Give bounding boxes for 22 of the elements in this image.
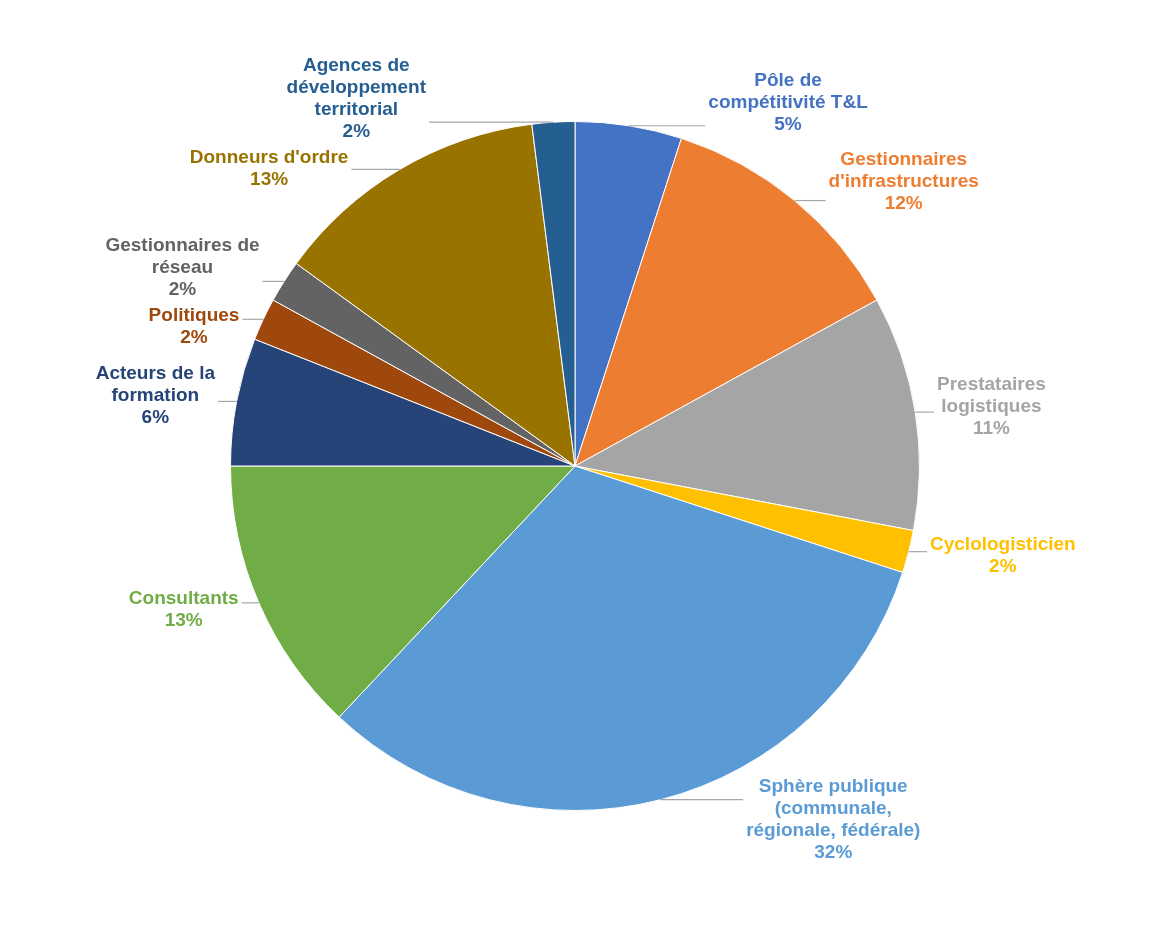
slice-label: Sphère publique (communale, régionale, fédérale) <box>746 774 921 840</box>
slice-label: Donneurs d'ordre <box>189 145 349 167</box>
data-label: 2% <box>342 119 371 141</box>
data-label: 11% <box>972 417 1010 439</box>
slice-label: Consultants <box>128 587 239 609</box>
data-label: 13% <box>164 609 203 631</box>
slice-label: Agences de développement territorial <box>286 53 427 119</box>
data-label: 2% <box>168 278 197 300</box>
data-label: 32% <box>814 840 853 862</box>
slice-label: Pôle de compétitivité T&L <box>708 68 869 112</box>
data-label: 13% <box>250 167 289 189</box>
slice-label: Cyclologisticien <box>929 532 1076 554</box>
data-label: 6% <box>141 406 170 428</box>
slice-label: Politiques <box>148 304 240 326</box>
slice-label: Acteurs de la formation <box>95 362 216 406</box>
slice-label: Gestionnaires d'infrastructures <box>828 148 979 192</box>
slice-label: Gestionnaires de réseau <box>105 234 260 278</box>
data-label: 2% <box>180 326 208 348</box>
data-label: 5% <box>774 112 802 134</box>
data-label: 2% <box>989 554 1017 576</box>
slice-label: Prestataires logistiques <box>936 373 1046 417</box>
data-label: 12% <box>884 192 923 214</box>
